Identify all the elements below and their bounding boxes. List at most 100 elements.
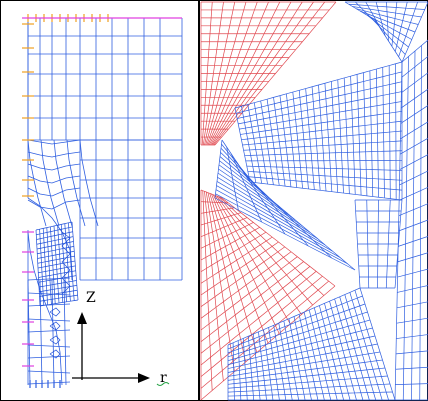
- lower-mesh-edge: [27, 370, 71, 374]
- blue-mesh-edge: [268, 327, 280, 401]
- blue-mesh-edge: [303, 312, 325, 401]
- blue-mesh-edge: [232, 342, 235, 401]
- red-mesh-edge: [200, 241, 279, 296]
- blue-mesh-edge: [395, 383, 428, 385]
- transition-curve: [79, 139, 99, 227]
- red-mesh-edge: [200, 217, 248, 237]
- transition-curve: [27, 163, 81, 171]
- blue-mesh-edge: [235, 71, 403, 114]
- left-structured-mesh: [27, 17, 183, 385]
- contact-profile: [61, 231, 71, 295]
- blue-mesh-edge: [219, 156, 281, 208]
- dense-mesh-edge: [38, 275, 77, 283]
- blue-mesh-edge: [234, 61, 403, 109]
- lower-mesh-edge: [27, 329, 71, 333]
- red-mesh-edge: [200, 222, 254, 249]
- blue-mesh-edge: [293, 316, 312, 401]
- r-arrowhead: [138, 373, 150, 383]
- blue-mesh-edge: [401, 39, 428, 63]
- blue-mesh-edge: [218, 168, 303, 227]
- blue-mesh-edge: [398, 186, 428, 201]
- blue-mesh-edge: [220, 152, 273, 202]
- blue-mesh-edge: [253, 334, 261, 401]
- lower-mesh-edge: [27, 355, 71, 359]
- dense-mesh-edge: [39, 294, 78, 302]
- blue-mesh-edge: [240, 110, 403, 135]
- blue-mesh-edge: [239, 101, 403, 130]
- transition-curve: [27, 139, 47, 227]
- transition-curve: [27, 175, 81, 184]
- blue-mesh-edge: [298, 314, 319, 401]
- contact-profile: [49, 335, 61, 345]
- blue-mesh-edge: [397, 285, 428, 293]
- blue-mesh-edge: [397, 252, 428, 263]
- coordinate-axes: Z r: [72, 290, 170, 386]
- z-arrowhead: [77, 312, 87, 324]
- dense-mesh-edge: [38, 265, 76, 274]
- dense-mesh-edge: [37, 255, 75, 264]
- blue-mesh-edge: [219, 160, 288, 214]
- blue-mesh-edge: [400, 121, 428, 140]
- blue-mesh-edge: [349, 292, 383, 401]
- blue-mesh-edge: [396, 301, 428, 309]
- dense-mesh-edge: [39, 289, 78, 297]
- blue-mesh-edge: [263, 329, 274, 401]
- blue-mesh-edge: [247, 336, 255, 401]
- blue-mesh-edge: [215, 193, 348, 265]
- left-distorted-mesh: [27, 139, 99, 386]
- notch-boundary: [27, 231, 63, 386]
- blue-mesh-edge: [243, 140, 403, 151]
- red-tool-mesh: [200, 1, 337, 401]
- contact-profile: [49, 321, 61, 331]
- left-dense-contact-mesh: [35, 221, 79, 359]
- red-mesh-edge: [200, 256, 298, 331]
- blue-mesh-edge: [399, 170, 428, 186]
- lower-mesh-edge: [27, 277, 71, 281]
- transition-curve: [53, 139, 73, 227]
- dense-mesh-edge: [35, 221, 73, 231]
- dense-mesh-edge: [36, 226, 73, 236]
- z-axis-label: Z: [86, 290, 96, 306]
- blue-mesh-edge: [313, 307, 338, 401]
- lower-mesh-edge: [39, 279, 43, 386]
- blue-mesh-edge: [258, 331, 267, 401]
- blue-mesh-edge: [363, 12, 412, 40]
- blue-mesh-edge: [359, 287, 396, 401]
- blue-mesh-edge: [242, 130, 403, 146]
- transition-curve: [66, 139, 86, 227]
- transition-curve: [27, 139, 81, 145]
- red-mesh-edge: [200, 251, 292, 319]
- blue-mesh-edge: [396, 317, 428, 324]
- red-mesh-edge: [200, 275, 323, 377]
- blue-mesh-edge: [400, 105, 428, 124]
- blue-mesh-edge: [288, 318, 306, 401]
- blue-mesh-edge: [397, 268, 428, 278]
- blue-mesh-edge: [398, 236, 428, 247]
- red-mesh-edge: [200, 207, 235, 214]
- blue-mesh-edge: [246, 165, 403, 171]
- lower-mesh-edge: [27, 303, 71, 307]
- blue-workpiece-mesh: [214, 1, 428, 401]
- blue-mesh-edge: [273, 325, 287, 401]
- dense-mesh-edge: [38, 280, 77, 288]
- dense-mesh-edge: [37, 260, 76, 269]
- transition-curve: [40, 139, 60, 227]
- dense-mesh-edge: [37, 246, 74, 255]
- blue-mesh-edge: [218, 164, 296, 220]
- contact-profile: [49, 349, 61, 359]
- red-mesh-edge: [200, 227, 260, 261]
- red-mesh-edge: [200, 261, 304, 342]
- blue-mesh-edge: [399, 137, 428, 155]
- lower-mesh-edge: [27, 381, 71, 385]
- red-mesh-edge: [200, 231, 267, 272]
- blue-mesh-edge: [221, 139, 251, 183]
- blue-mesh-edge: [396, 334, 428, 339]
- blue-mesh-edge: [216, 185, 333, 252]
- blue-mesh-edge: [398, 219, 428, 232]
- blue-mesh-edge: [242, 338, 248, 401]
- dense-mesh-edge: [36, 236, 74, 245]
- dense-mesh-edge: [36, 231, 73, 240]
- blue-mesh-edge: [249, 181, 403, 201]
- blue-mesh-edge: [354, 290, 389, 401]
- blue-mesh-edge: [356, 8, 419, 25]
